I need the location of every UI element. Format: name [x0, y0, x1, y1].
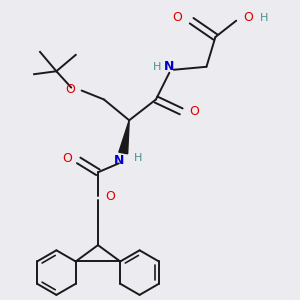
Text: N: N	[164, 60, 175, 73]
Text: O: O	[243, 11, 253, 24]
Text: H: H	[153, 62, 162, 72]
Text: N: N	[114, 154, 124, 167]
Text: H: H	[260, 13, 269, 23]
Text: H: H	[134, 153, 142, 163]
Polygon shape	[119, 120, 129, 154]
Text: O: O	[62, 152, 72, 165]
Text: O: O	[190, 105, 200, 118]
Text: O: O	[172, 11, 182, 24]
Text: O: O	[65, 82, 75, 96]
Text: O: O	[105, 190, 115, 202]
